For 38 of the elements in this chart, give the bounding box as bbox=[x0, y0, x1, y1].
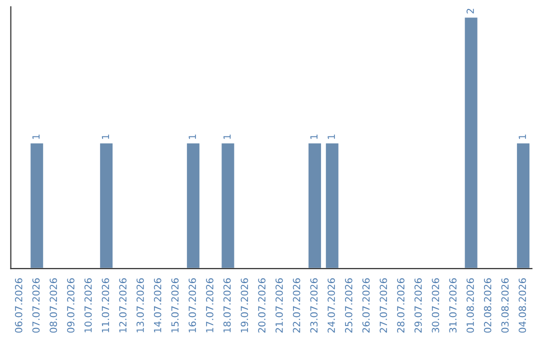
data-label: 1 bbox=[328, 134, 335, 139]
x-tick-label: 07.07.2026 bbox=[32, 278, 40, 333]
x-tick-label: 02.08.2026 bbox=[484, 278, 492, 333]
data-label: 2 bbox=[466, 8, 474, 14]
data-label: 1 bbox=[518, 134, 526, 139]
x-tick-label: 27.07.2026 bbox=[380, 278, 388, 333]
x-tick-label: 21.07.2026 bbox=[276, 278, 283, 333]
x-tick-label: 26.07.2026 bbox=[362, 278, 370, 333]
x-tick-label: 09.07.2026 bbox=[67, 278, 74, 333]
data-label: 1 bbox=[188, 134, 196, 139]
x-tick-label: 31.07.2026 bbox=[449, 278, 457, 333]
data-label: 1 bbox=[310, 134, 318, 139]
x-tick-label: 19.07.2026 bbox=[240, 278, 248, 332]
x-tick-label: 13.07.2026 bbox=[136, 278, 144, 332]
data-label: 1 bbox=[32, 134, 40, 139]
x-tick-label: 23.07.2026 bbox=[310, 278, 318, 333]
x-tick-label: 16.07.2026 bbox=[188, 278, 196, 332]
x-tick-label: 20.07.2026 bbox=[258, 278, 266, 333]
x-tick-label: 11.07.2026 bbox=[102, 278, 110, 332]
x-tick-label: 14.07.2026 bbox=[154, 278, 162, 332]
data-label: 1 bbox=[224, 134, 231, 139]
x-tick-label: 12.07.2026 bbox=[119, 278, 127, 332]
x-tick-label: 15.07.2026 bbox=[171, 278, 179, 332]
x-tick-label: 25.07.2026 bbox=[344, 278, 352, 333]
x-tick-label: 18.07.2026 bbox=[223, 278, 231, 332]
x-tick-label: 01.08.2026 bbox=[466, 278, 474, 333]
x-tick-label: 03.08.2026 bbox=[501, 278, 509, 333]
x-tick-label: 17.07.2026 bbox=[206, 278, 214, 332]
x-tick-label: 24.07.2026 bbox=[328, 278, 335, 333]
data-label: 1 bbox=[102, 134, 110, 139]
x-tick-label: 30.07.2026 bbox=[432, 278, 440, 333]
x-tick-label: 04.08.2026 bbox=[518, 278, 526, 333]
x-tick-label: 10.07.2026 bbox=[84, 278, 92, 332]
x-tick-label: 29.07.2026 bbox=[414, 278, 422, 333]
x-tick-label: 06.07.2026 bbox=[14, 278, 22, 333]
x-tick-label: 22.07.2026 bbox=[292, 278, 300, 333]
x-tick-label: 28.07.2026 bbox=[397, 278, 404, 333]
x-tick-label: 08.07.2026 bbox=[50, 278, 58, 333]
